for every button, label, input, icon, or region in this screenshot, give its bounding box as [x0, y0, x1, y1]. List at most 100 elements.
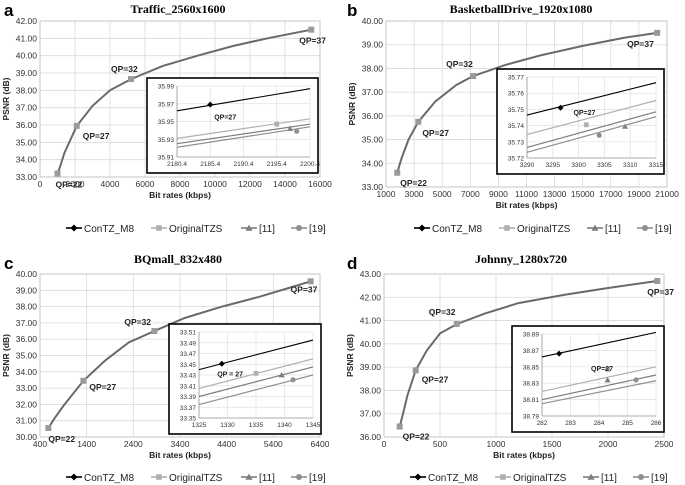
x-tick-label: 3000 — [405, 189, 424, 199]
inset-line-3 — [526, 116, 657, 153]
inset-line-3 — [176, 126, 311, 148]
qp-point — [412, 367, 419, 374]
y-tick-label: 30.00 — [16, 432, 38, 442]
x-tick-label: 4400 — [217, 439, 236, 449]
x-tick-label: 9000 — [489, 189, 508, 199]
inset-y-tick-label: 35.75 — [508, 107, 525, 114]
inset-y-tick-label: 33.43 — [180, 373, 197, 380]
y-tick-label: 39.00 — [362, 40, 384, 50]
legend-label: [11] — [259, 473, 275, 484]
inset-y-tick-label: 33.47 — [180, 351, 197, 358]
qp-label: QP=37 — [627, 39, 654, 49]
panel-label: d — [347, 254, 357, 273]
inset-y-tick-label: 33.37 — [180, 405, 197, 412]
qp-label: QP=37 — [291, 284, 318, 294]
x-tick-label: 19000 — [627, 189, 651, 199]
inset-marker-1 — [605, 366, 610, 372]
qp-label: QP=32 — [429, 307, 456, 317]
qp-point — [396, 423, 403, 430]
qp-point — [470, 73, 477, 80]
legend-marker-triangle — [245, 224, 253, 231]
panel-label: c — [4, 254, 13, 273]
y-tick-label: 37.00 — [360, 409, 382, 419]
qp-point — [654, 29, 661, 36]
qp-point — [128, 76, 134, 83]
y-tick-label: 40.00 — [16, 269, 38, 279]
legend-marker-circle — [296, 474, 302, 480]
inset-zoom: 2180.4 2185.4 2190.4 2195.4 2200.4 35.91 35.93… — [146, 77, 320, 174]
legend-label: [19] — [651, 473, 668, 484]
inset-y-tick-label: 33.51 — [180, 330, 197, 337]
qp-point — [453, 321, 460, 328]
legend-label: [19] — [309, 473, 326, 484]
legend-marker-diamond — [418, 224, 426, 232]
inset-y-tick-label: 33.35 — [180, 416, 197, 423]
qp-point — [54, 170, 61, 177]
panel-label: b — [347, 1, 357, 20]
inset-line-1 — [176, 118, 311, 139]
inset-x-tick-label: 2180.4 — [167, 161, 187, 168]
y-axis-label: PSNR (dB) — [1, 77, 11, 120]
legend: ConTZ_M8 OriginalTZS [11] [19] — [410, 473, 668, 484]
x-tick-label: 1000 — [377, 189, 396, 199]
rd-curve — [398, 280, 658, 427]
inset-x-tick-label: 1340 — [277, 422, 292, 429]
inset-x-tick-label: 3295 — [546, 162, 561, 169]
x-tick-label: 2000 — [66, 179, 85, 189]
inset-line-1 — [541, 366, 657, 392]
qp-label: QP=32 — [446, 59, 473, 69]
qp-label: QP=32 — [124, 317, 151, 327]
qp-point — [654, 277, 661, 284]
x-tick-label: 1000 — [487, 439, 506, 449]
legend-label: OriginalTZS — [517, 224, 571, 235]
inset-marker-3 — [290, 377, 296, 383]
qp-point — [80, 377, 87, 384]
y-tick-label: 33.00 — [16, 172, 38, 182]
legend-label: [19] — [655, 224, 672, 235]
x-tick-label: 13000 — [543, 189, 567, 199]
y-tick-label: 42.00 — [360, 292, 382, 302]
rd-curve — [47, 280, 311, 429]
inset-marker-1 — [274, 121, 280, 127]
y-tick-label: 33.00 — [362, 182, 384, 192]
y-tick-label: 39.00 — [16, 285, 38, 295]
chart-title: BasketballDrive_1920x1080 — [450, 2, 593, 16]
y-tick-label: 34.00 — [362, 158, 384, 168]
inset-marker-0 — [207, 101, 214, 108]
x-axis-label: Bit rates (kbps) — [149, 190, 211, 200]
y-axis-label: PSNR (dB) — [347, 82, 357, 125]
inset-y-tick-label: 35.74 — [508, 123, 525, 130]
legend-label: [11] — [259, 224, 275, 235]
inset-frame — [496, 68, 665, 175]
y-tick-label: 40.00 — [360, 339, 382, 349]
inset-x-tick-label: 283 — [565, 420, 576, 427]
y-tick-label: 34.00 — [16, 367, 38, 377]
y-tick-label: 38.00 — [16, 302, 38, 312]
chart-panel-d: d Johnny_1280x720 0 500 1000 1500 2000 2500 36.0… — [345, 252, 674, 460]
inset-y-tick-label: 33.45 — [180, 362, 197, 369]
y-tick-label: 36.00 — [362, 111, 384, 121]
inset-y-tick-label: 35.72 — [508, 156, 525, 163]
inset-marker-2 — [278, 372, 285, 378]
inset-y-tick-label: 38.89 — [523, 332, 540, 339]
inset-annotation: QP = 27 — [217, 372, 243, 379]
legend-marker-square — [500, 474, 506, 480]
inset-y-tick-label: 35.97 — [158, 101, 175, 108]
inset-y-tick-label: 35.91 — [158, 155, 175, 162]
y-tick-label: 37.00 — [16, 103, 38, 113]
legend: ConTZ_M8 OriginalTZS [11] [19] — [414, 224, 672, 235]
y-tick-label: 33.00 — [16, 383, 38, 393]
qp-label: QP=27 — [89, 382, 116, 392]
qp-label: QP=22 — [56, 180, 83, 190]
qp-label: QP=27 — [422, 128, 449, 138]
qp-point — [308, 26, 315, 33]
y-tick-label: 32.00 — [16, 399, 38, 409]
plot-area — [385, 20, 668, 188]
y-tick-label: 39.00 — [16, 68, 38, 78]
y-tick-label: 38.00 — [360, 385, 382, 395]
inset-y-tick-label: 38.87 — [523, 348, 540, 355]
x-tick-label: 1500 — [543, 439, 562, 449]
inset-annotation: QP=27 — [573, 110, 595, 117]
rd-curve — [396, 31, 658, 174]
chart-title: BQmall_832x480 — [134, 252, 222, 266]
